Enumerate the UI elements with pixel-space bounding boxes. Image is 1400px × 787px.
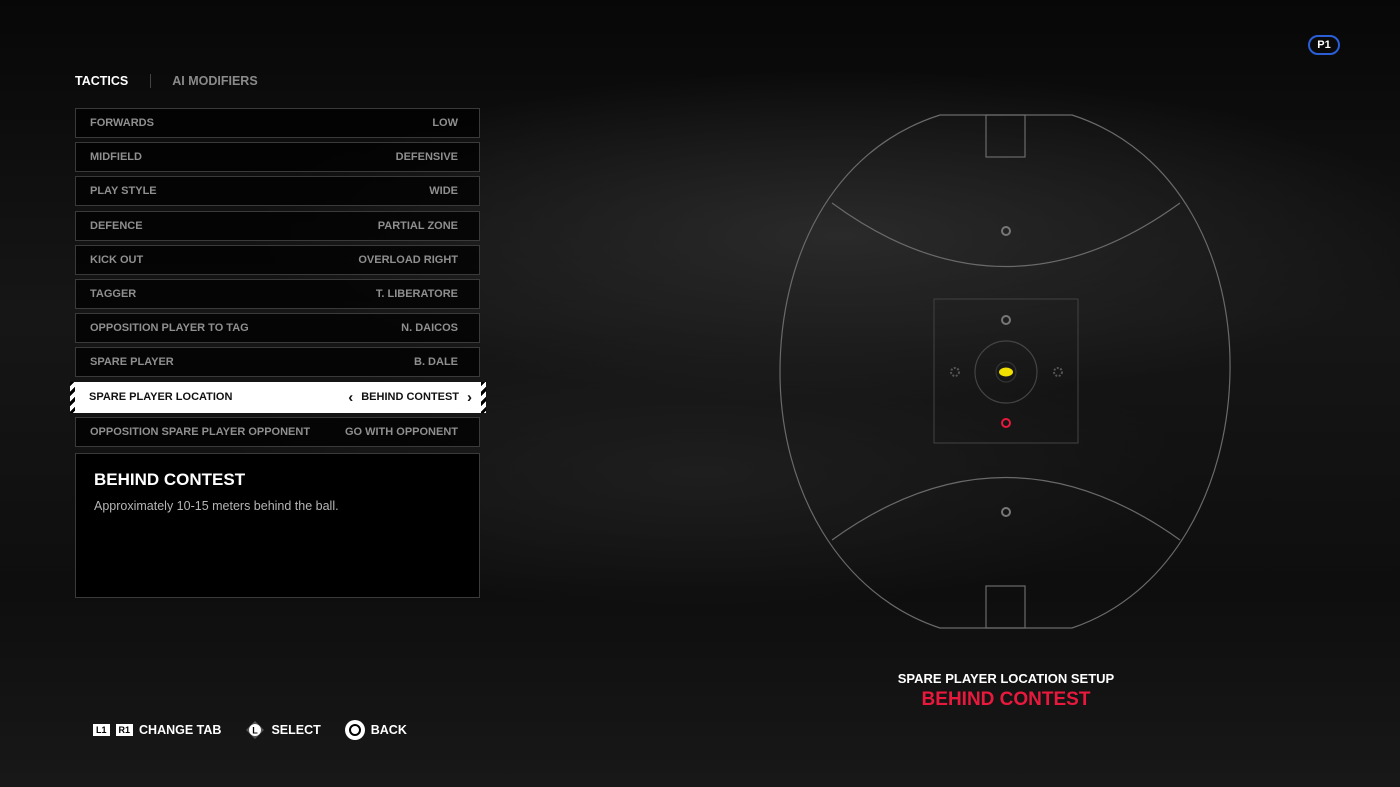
setting-row[interactable]: PLAY STYLE WIDE — [75, 176, 480, 207]
setting-row[interactable]: OPPOSITION PLAYER TO TAG N. DAICOS — [75, 313, 480, 344]
description-title: BEHIND CONTEST — [94, 470, 246, 489]
settings-list: FORWARDS LOW MIDFIELD DEFENSIVE PLAY STYLE WI… — [75, 108, 480, 451]
centre-circle — [974, 340, 1038, 404]
setting-row[interactable]: OPPOSITION SPARE PLAYER OPPONENT GO WITH … — [75, 416, 480, 447]
setting-label: MIDFIELD — [90, 151, 142, 164]
setting-row[interactable]: KICK OUT OVERLOAD RIGHT — [75, 244, 480, 275]
tab-ai-modifiers[interactable]: AI MODIFIERS — [150, 74, 279, 88]
player-marker — [1001, 226, 1011, 236]
arc-bottom — [831, 477, 1181, 541]
field-caption-value: BEHIND CONTEST — [921, 689, 1091, 710]
setting-label: TAGGER — [90, 287, 137, 300]
select-hint[interactable]: SELECT — [271, 723, 321, 737]
field-caption-heading: SPARE PLAYER LOCATION SETUP — [897, 671, 1115, 686]
setting-label: DEFENCE — [90, 219, 143, 232]
button-hints: L1 R1 CHANGE TAB L SELECT BACK — [93, 720, 407, 740]
description-panel: BEHIND CONTEST Approximately 10-15 meter… — [75, 453, 480, 598]
l1-button-icon: L1 — [93, 724, 110, 736]
setting-row[interactable]: FORWARDS LOW — [75, 108, 480, 138]
description-text: Approximately 10-15 meters behind the ba… — [94, 499, 339, 513]
goal-square-bottom — [985, 585, 1026, 629]
setting-row[interactable]: DEFENCE PARTIAL ZONE — [75, 210, 480, 241]
setting-row[interactable]: SPARE PLAYER LOCATION ‹ BEHIND CONTEST › — [70, 381, 486, 413]
setting-label: OPPOSITION SPARE PLAYER OPPONENT — [90, 425, 311, 438]
player-marker-left — [950, 367, 960, 377]
left-stick-icon: L — [246, 721, 265, 739]
setting-value: BEHIND CONTEST — [361, 391, 459, 403]
player-marker — [1001, 315, 1011, 325]
change-tab-hint[interactable]: CHANGE TAB — [139, 723, 222, 737]
svg-text:L: L — [253, 726, 259, 736]
setting-label: SPARE PLAYER — [90, 356, 174, 369]
setting-value: WIDE — [429, 185, 458, 198]
setting-value: B. DALE — [414, 356, 458, 369]
setting-row[interactable]: TAGGER T. LIBERATORE — [75, 278, 480, 309]
circle-button-icon — [344, 720, 365, 740]
goal-square-top — [985, 114, 1026, 158]
player-marker — [1001, 507, 1011, 517]
setting-value: PARTIAL ZONE — [377, 219, 458, 232]
r1-button-icon: R1 — [115, 724, 134, 736]
centre-inner-circle — [995, 361, 1017, 383]
back-hint[interactable]: BACK — [370, 723, 407, 737]
setting-label: PLAY STYLE — [90, 185, 157, 198]
player-marker-right — [1053, 367, 1063, 377]
field-boundary — [779, 114, 1231, 629]
setting-value: OVERLOAD RIGHT — [358, 253, 458, 266]
player-badge: P1 — [1308, 35, 1340, 55]
ball-icon — [999, 367, 1013, 377]
setting-value: T. LIBERATORE — [375, 287, 458, 300]
setting-row[interactable]: SPARE PLAYER B. DALE — [75, 347, 480, 378]
setting-value: GO WITH OPPONENT — [344, 425, 458, 438]
value-selector: ‹ BEHIND CONTEST › — [348, 389, 472, 406]
tab-bar: TACTICS AI MODIFIERS — [75, 74, 280, 88]
tab-tactics[interactable]: TACTICS — [75, 74, 129, 88]
setting-label: KICK OUT — [90, 253, 144, 266]
arc-top — [831, 202, 1181, 267]
setting-value: N. DAICOS — [401, 322, 458, 335]
setting-value: DEFENSIVE — [395, 151, 458, 164]
setting-label: FORWARDS — [90, 117, 154, 129]
spare-player-marker — [1001, 418, 1011, 428]
chevron-right-icon[interactable]: › — [467, 388, 472, 406]
chevron-left-icon[interactable]: ‹ — [348, 388, 354, 406]
setting-label: SPARE PLAYER LOCATION — [89, 391, 233, 403]
setting-label: OPPOSITION PLAYER TO TAG — [90, 322, 249, 335]
setting-row[interactable]: MIDFIELD DEFENSIVE — [75, 142, 480, 173]
setting-value: LOW — [432, 117, 458, 129]
centre-square — [933, 298, 1079, 444]
